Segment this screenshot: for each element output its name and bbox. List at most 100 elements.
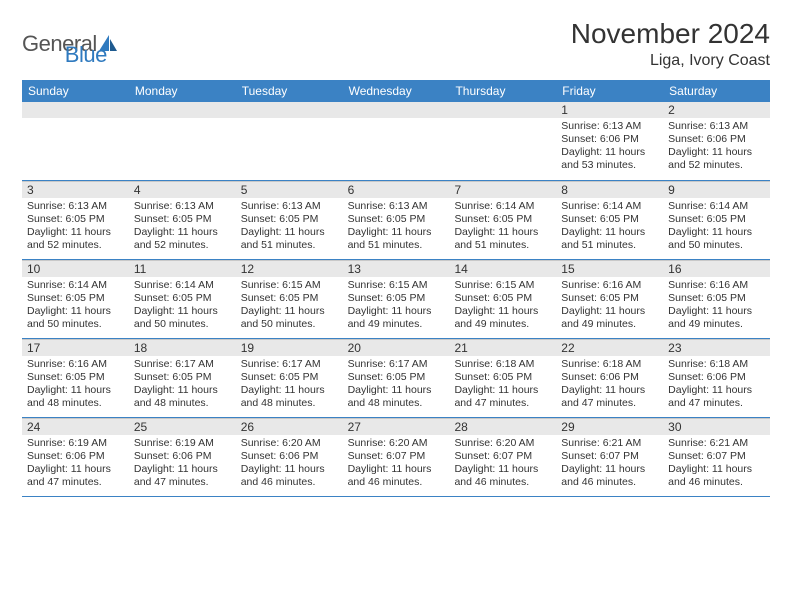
day-info: Sunrise: 6:18 AMSunset: 6:06 PMDaylight:… [561,358,658,411]
day-number: 20 [343,340,450,356]
day-info: Sunrise: 6:21 AMSunset: 6:07 PMDaylight:… [561,437,658,490]
day-info: Sunrise: 6:15 AMSunset: 6:05 PMDaylight:… [454,279,551,332]
day-cell: 9 Sunrise: 6:14 AMSunset: 6:05 PMDaylight… [663,181,770,259]
day-cell: 23 Sunrise: 6:18 AMSunset: 6:06 PMDayligh… [663,339,770,417]
day-cell: 16Sunrise: 6:16 AMSunset: 6:05 PMDayligh… [663,260,770,338]
day-info: Sunrise: 6:13 AMSunset: 6:06 PMDaylight:… [561,120,658,173]
day-cell: 6Sunrise: 6:13 AMSunset: 6:05 PMDaylight… [343,181,450,259]
day-info: Sunrise: 6:20 AMSunset: 6:06 PMDaylight:… [241,437,338,490]
day-cell: 1 Sunrise: 6:13 AMSunset: 6:06 PMDaylight… [556,102,663,180]
month-title: November 2024 [571,18,770,50]
day-header-sun: Sunday [22,80,129,102]
day-number [449,102,556,118]
day-info: Sunrise: 6:13 AMSunset: 6:05 PMDaylight:… [27,200,124,253]
day-cell: 18 Sunrise: 6:17 AMSunset: 6:05 PMDayligh… [129,339,236,417]
day-cell: 25Sunrise: 6:19 AMSunset: 6:06 PMDayligh… [129,418,236,496]
day-number: 30 [663,419,770,435]
day-number: 14 [449,261,556,277]
day-info: Sunrise: 6:19 AMSunset: 6:06 PMDaylight:… [27,437,124,490]
day-number: 23 [663,340,770,356]
week-row: 24 Sunrise: 6:19 AMSunset: 6:06 PMDayligh… [22,418,770,497]
day-info: Sunrise: 6:15 AMSunset: 6:05 PMDaylight:… [241,279,338,332]
day-number: 10 [22,261,129,277]
day-cell: 30 Sunrise: 6:21 AMSunset: 6:07 PMDayligh… [663,418,770,496]
week-row: 10 Sunrise: 6:14 AMSunset: 6:05 PMDayligh… [22,260,770,339]
day-number: 11 [129,261,236,277]
empty-day-cell [343,102,450,180]
day-cell: 15 Sunrise: 6:16 AMSunset: 6:05 PMDayligh… [556,260,663,338]
day-header-thu: Thursday [449,80,556,102]
day-cell: 3 Sunrise: 6:13 AMSunset: 6:05 PMDaylight… [22,181,129,259]
day-number [343,102,450,118]
day-number: 7 [449,182,556,198]
day-info: Sunrise: 6:20 AMSunset: 6:07 PMDaylight:… [348,437,445,490]
day-number: 19 [236,340,343,356]
day-info: Sunrise: 6:15 AMSunset: 6:05 PMDaylight:… [348,279,445,332]
day-info: Sunrise: 6:13 AMSunset: 6:05 PMDaylight:… [134,200,231,253]
day-number: 16 [663,261,770,277]
day-number [22,102,129,118]
day-info: Sunrise: 6:17 AMSunset: 6:05 PMDaylight:… [348,358,445,411]
title-block: November 2024 Liga, Ivory Coast [571,18,770,70]
day-cell: 12 Sunrise: 6:15 AMSunset: 6:05 PMDayligh… [236,260,343,338]
day-number: 1 [556,102,663,118]
day-info: Sunrise: 6:14 AMSunset: 6:05 PMDaylight:… [668,200,765,253]
week-row: 1 Sunrise: 6:13 AMSunset: 6:06 PMDaylight… [22,102,770,181]
day-cell: 2 Sunrise: 6:13 AMSunset: 6:06 PMDaylight… [663,102,770,180]
calendar: Sunday Monday Tuesday Wednesday Thursday… [22,80,770,497]
day-number: 2 [663,102,770,118]
day-number: 27 [343,419,450,435]
day-info: Sunrise: 6:16 AMSunset: 6:05 PMDaylight:… [27,358,124,411]
day-info: Sunrise: 6:16 AMSunset: 6:05 PMDaylight:… [561,279,658,332]
day-number: 3 [22,182,129,198]
day-number: 6 [343,182,450,198]
day-header-tue: Tuesday [236,80,343,102]
day-cell: 14 Sunrise: 6:15 AMSunset: 6:05 PMDayligh… [449,260,556,338]
day-cell: 7 Sunrise: 6:14 AMSunset: 6:05 PMDaylight… [449,181,556,259]
weeks-container: 1 Sunrise: 6:13 AMSunset: 6:06 PMDaylight… [22,102,770,497]
empty-day-cell [22,102,129,180]
day-info: Sunrise: 6:20 AMSunset: 6:07 PMDaylight:… [454,437,551,490]
day-number: 15 [556,261,663,277]
day-info: Sunrise: 6:18 AMSunset: 6:06 PMDaylight:… [668,358,765,411]
location: Liga, Ivory Coast [571,52,770,70]
logo: General Blue [22,18,107,68]
day-cell: 8Sunrise: 6:14 AMSunset: 6:05 PMDaylight… [556,181,663,259]
day-number: 12 [236,261,343,277]
day-number: 22 [556,340,663,356]
day-cell: 26 Sunrise: 6:20 AMSunset: 6:06 PMDayligh… [236,418,343,496]
day-number [236,102,343,118]
day-cell: 11 Sunrise: 6:14 AMSunset: 6:05 PMDayligh… [129,260,236,338]
day-number [129,102,236,118]
day-info: Sunrise: 6:14 AMSunset: 6:05 PMDaylight:… [134,279,231,332]
day-number: 17 [22,340,129,356]
day-info: Sunrise: 6:14 AMSunset: 6:05 PMDaylight:… [27,279,124,332]
day-header-mon: Monday [129,80,236,102]
empty-day-cell [449,102,556,180]
day-cell: 20 Sunrise: 6:17 AMSunset: 6:05 PMDayligh… [343,339,450,417]
day-header-row: Sunday Monday Tuesday Wednesday Thursday… [22,80,770,102]
day-header-wed: Wednesday [343,80,450,102]
day-cell: 22 Sunrise: 6:18 AMSunset: 6:06 PMDayligh… [556,339,663,417]
day-number: 24 [22,419,129,435]
day-cell: 28 Sunrise: 6:20 AMSunset: 6:07 PMDayligh… [449,418,556,496]
day-number: 26 [236,419,343,435]
day-number: 18 [129,340,236,356]
day-info: Sunrise: 6:21 AMSunset: 6:07 PMDaylight:… [668,437,765,490]
day-info: Sunrise: 6:13 AMSunset: 6:06 PMDaylight:… [668,120,765,173]
day-cell: 19 Sunrise: 6:17 AMSunset: 6:05 PMDayligh… [236,339,343,417]
week-row: 3 Sunrise: 6:13 AMSunset: 6:05 PMDaylight… [22,181,770,260]
day-info: Sunrise: 6:19 AMSunset: 6:06 PMDaylight:… [134,437,231,490]
empty-day-cell [236,102,343,180]
day-number: 4 [129,182,236,198]
day-number: 28 [449,419,556,435]
day-info: Sunrise: 6:14 AMSunset: 6:05 PMDaylight:… [454,200,551,253]
week-row: 17 Sunrise: 6:16 AMSunset: 6:05 PMDayligh… [22,339,770,418]
header: General Blue November 2024 Liga, Ivory C… [22,18,770,70]
day-info: Sunrise: 6:17 AMSunset: 6:05 PMDaylight:… [241,358,338,411]
day-cell: 29 Sunrise: 6:21 AMSunset: 6:07 PMDayligh… [556,418,663,496]
day-number: 29 [556,419,663,435]
day-info: Sunrise: 6:13 AMSunset: 6:05 PMDaylight:… [241,200,338,253]
day-info: Sunrise: 6:17 AMSunset: 6:05 PMDaylight:… [134,358,231,411]
day-number: 9 [663,182,770,198]
